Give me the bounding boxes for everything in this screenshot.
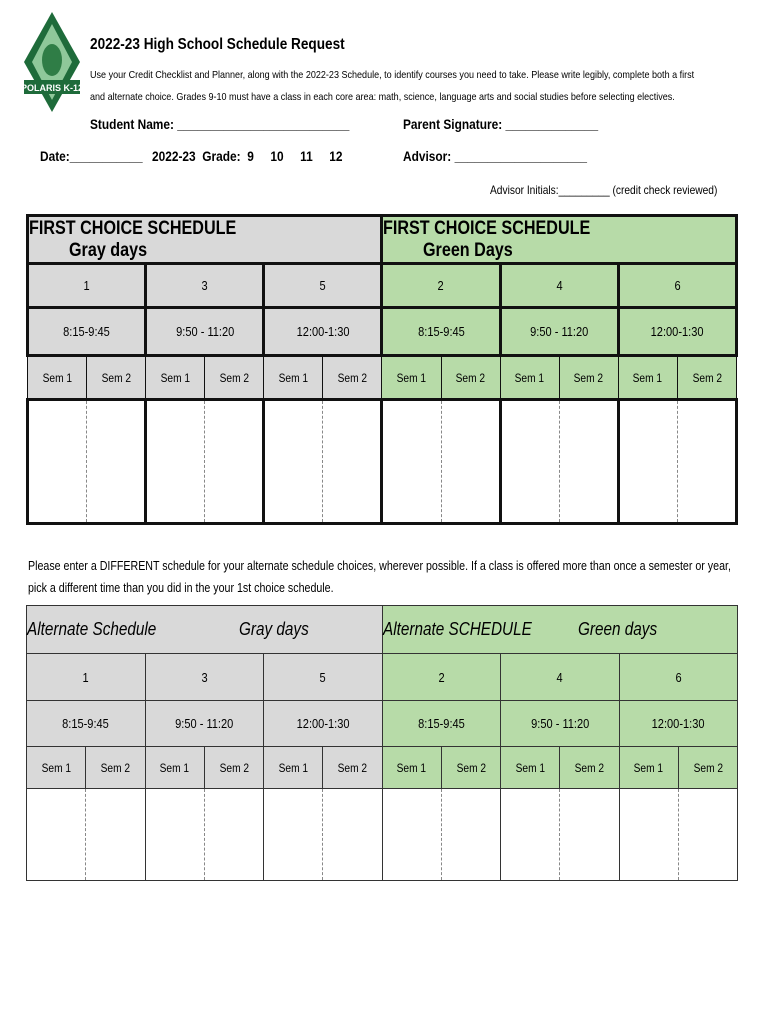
time-cell: 12:00-1:30 (616, 306, 739, 357)
gray-days-header: FIRST CHOICE SCHEDULEGray days (25, 214, 384, 265)
course-entry-cell[interactable] (25, 788, 87, 881)
period-cell: 4 (498, 262, 620, 309)
period-cell: 3 (144, 262, 266, 309)
semester-cell: Sem 1 (25, 746, 87, 789)
semester-cell: Sem 1 (381, 354, 442, 401)
course-entry-cell[interactable] (441, 398, 502, 525)
time-cell: 9:50 - 11:20 (500, 700, 620, 747)
course-entry-cell[interactable] (144, 398, 206, 525)
course-entry-cell[interactable] (559, 788, 620, 881)
course-entry-cell[interactable] (499, 788, 561, 881)
semester-cell: Sem 1 (144, 746, 205, 789)
intro-text: Use your Credit Checklist and Planner, a… (90, 69, 695, 103)
semester-cell: Sem 1 (499, 354, 560, 401)
course-entry-cell[interactable] (204, 788, 265, 881)
semester-cell: Sem 1 (262, 746, 324, 789)
semester-cell: Sem 2 (85, 746, 146, 789)
semester-cell: Sem 2 (676, 354, 738, 401)
alternate-instructions: Please enter a DIFFERENT schedule for yo… (28, 558, 731, 595)
semester-cell: Sem 2 (86, 354, 147, 401)
course-entry-cell[interactable] (380, 398, 442, 525)
course-entry-cell[interactable] (677, 398, 739, 525)
time-cell: 12:00-1:30 (262, 306, 384, 357)
time-cell: 8:15-9:45 (380, 306, 502, 357)
grade-selection[interactable]: 2022-23 Grade: 9 10 11 12 (152, 148, 343, 164)
semester-cell: Sem 2 (322, 354, 383, 401)
period-cell: 6 (618, 653, 738, 701)
course-entry-cell[interactable] (25, 398, 88, 525)
first-choice-table: FIRST CHOICE SCHEDULEGray days FIRST CHO… (25, 214, 739, 525)
semester-cell: Sem 2 (677, 746, 739, 789)
course-entry-cell[interactable] (85, 788, 146, 881)
course-entry-cell[interactable] (498, 398, 560, 525)
period-cell: 4 (500, 653, 620, 701)
time-cell: 8:15-9:45 (26, 700, 146, 747)
course-entry-cell[interactable] (322, 398, 384, 525)
course-entry-cell[interactable] (262, 788, 324, 881)
semester-cell: Sem 2 (558, 354, 619, 401)
period-cell: 2 (380, 262, 502, 309)
student-name-field[interactable]: Student Name: __________________________ (90, 116, 350, 132)
time-cell: 8:15-9:45 (25, 306, 148, 357)
course-entry-cell[interactable] (618, 788, 679, 881)
course-entry-cell[interactable] (381, 788, 442, 881)
semester-cell: Sem 1 (381, 746, 442, 789)
date-field[interactable]: Date:___________ (40, 148, 143, 164)
course-entry-cell[interactable] (616, 398, 678, 525)
period-cell: 6 (616, 262, 739, 309)
svg-text:POLARIS K-12: POLARIS K-12 (24, 83, 80, 93)
alternate-table: Alternate Schedule Gray days Alternate SC… (25, 605, 739, 881)
period-cell: 5 (262, 262, 384, 309)
advisor-field[interactable]: Advisor: ____________________ (403, 148, 587, 164)
period-cell: 2 (381, 653, 501, 701)
semester-cell: Sem 1 (618, 746, 679, 789)
period-cell: 1 (26, 653, 146, 701)
period-cell: 3 (144, 653, 264, 701)
time-cell: 9:50 - 11:20 (498, 306, 620, 357)
time-cell: 8:15-9:45 (381, 700, 501, 747)
semester-cell: Sem 1 (617, 354, 678, 401)
time-cell: 12:00-1:30 (263, 700, 383, 747)
time-cell: 9:50 - 11:20 (144, 306, 266, 357)
course-entry-cell[interactable] (86, 398, 148, 525)
semester-cell: Sem 1 (145, 354, 206, 401)
course-entry-cell[interactable] (322, 788, 383, 881)
green-days-header: Alternate SCHEDULE Green days (381, 605, 738, 654)
semester-cell: Sem 1 (499, 746, 561, 789)
semester-cell: Sem 1 (263, 354, 324, 401)
course-entry-cell[interactable] (678, 788, 739, 881)
semester-cell: Sem 2 (440, 354, 501, 401)
course-entry-cell[interactable] (204, 398, 266, 525)
gray-days-header: Alternate Schedule Gray days (26, 605, 383, 654)
semester-cell: Sem 2 (559, 746, 620, 789)
semester-cell: Sem 1 (26, 354, 88, 401)
advisor-initials-field[interactable]: Advisor Initials:_________ (credit check… (490, 183, 718, 197)
course-entry-cell[interactable] (559, 398, 620, 525)
semester-cell: Sem 2 (440, 746, 502, 789)
course-entry-cell[interactable] (144, 788, 205, 881)
period-cell: 5 (263, 653, 383, 701)
time-cell: 9:50 - 11:20 (144, 700, 264, 747)
course-entry-cell[interactable] (441, 788, 502, 881)
page-title: 2022-23 High School Schedule Request (90, 36, 345, 53)
semester-cell: Sem 2 (203, 746, 265, 789)
time-cell: 12:00-1:30 (618, 700, 738, 747)
parent-signature-field[interactable]: Parent Signature: ______________ (403, 116, 599, 132)
polaris-logo: POLARIS K-12 (24, 12, 80, 112)
semester-cell: Sem 2 (322, 746, 383, 789)
semester-cell: Sem 2 (204, 354, 265, 401)
course-entry-cell[interactable] (262, 398, 324, 525)
period-cell: 1 (25, 262, 148, 309)
green-days-header: FIRST CHOICE SCHEDULEGreen Days (380, 214, 738, 265)
